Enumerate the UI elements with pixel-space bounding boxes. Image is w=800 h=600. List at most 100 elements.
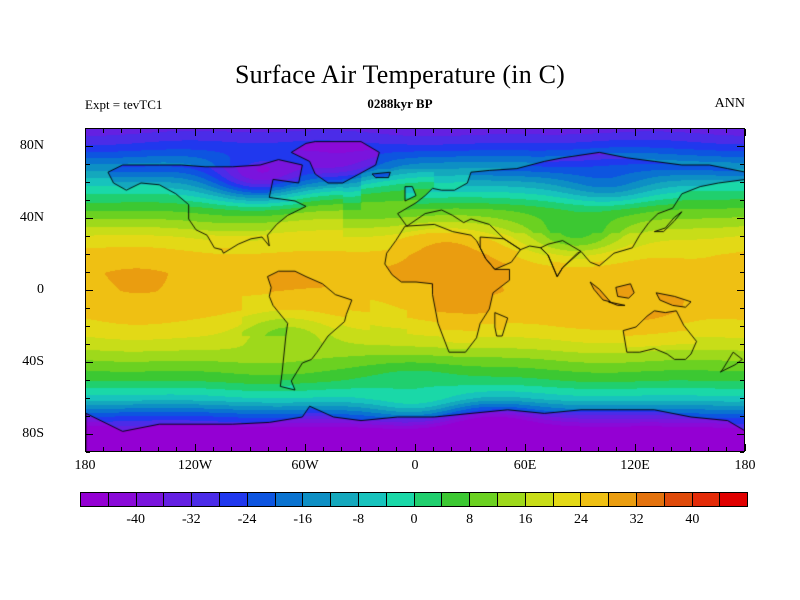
axis-tick bbox=[267, 129, 269, 133]
axis-tick bbox=[737, 145, 744, 147]
axis-tick bbox=[671, 447, 673, 451]
axis-tick bbox=[157, 447, 159, 451]
axis-tick bbox=[396, 129, 398, 133]
axis-tick bbox=[86, 415, 90, 417]
colorbar-swatch bbox=[331, 493, 359, 506]
axis-tick bbox=[740, 325, 744, 327]
temperature-field-canvas bbox=[86, 129, 744, 451]
axis-tick bbox=[84, 444, 86, 451]
colorbar-swatch bbox=[108, 493, 137, 506]
axis-tick bbox=[737, 217, 744, 219]
colorbar-tick-label: 24 bbox=[574, 512, 588, 527]
longitude-tick-label: 180 bbox=[74, 458, 96, 473]
axis-tick bbox=[359, 447, 361, 451]
axis-tick bbox=[740, 271, 744, 273]
colorbar-swatch bbox=[720, 493, 748, 506]
colorbar-swatch bbox=[609, 493, 637, 506]
axis-tick bbox=[579, 129, 581, 133]
axis-tick bbox=[737, 361, 744, 363]
axis-tick bbox=[86, 433, 93, 435]
colorbar-swatch bbox=[553, 493, 582, 506]
colorbar-swatch bbox=[664, 493, 693, 506]
axis-tick bbox=[377, 129, 379, 133]
longitude-tick-label: 120W bbox=[177, 458, 213, 473]
longitude-tick-label: 180 bbox=[734, 458, 756, 473]
latitude-tick-label: 0 bbox=[37, 282, 44, 297]
axis-tick bbox=[634, 444, 636, 451]
axis-tick bbox=[86, 145, 93, 147]
colorbar-tick-label: -16 bbox=[293, 512, 312, 527]
axis-tick bbox=[157, 129, 159, 133]
colorbar-swatch bbox=[581, 493, 610, 506]
axis-tick bbox=[740, 451, 744, 453]
axis-tick bbox=[86, 307, 90, 309]
axis-tick bbox=[377, 447, 379, 451]
axis-tick bbox=[737, 289, 744, 291]
axis-tick bbox=[322, 447, 324, 451]
axis-tick bbox=[359, 129, 361, 133]
axis-tick bbox=[267, 447, 269, 451]
colorbar-swatch bbox=[81, 493, 109, 506]
axis-tick bbox=[740, 415, 744, 417]
axis-tick bbox=[744, 444, 746, 451]
axis-tick bbox=[616, 447, 618, 451]
longitude-tick-label: 0 bbox=[411, 458, 419, 473]
axis-tick bbox=[616, 129, 618, 133]
axis-tick bbox=[740, 181, 744, 183]
axis-tick bbox=[231, 447, 233, 451]
axis-tick bbox=[634, 129, 636, 136]
latitude-tick-label: 80S bbox=[22, 426, 44, 441]
colorbar-swatch bbox=[442, 493, 471, 506]
map-plot-area bbox=[85, 128, 745, 452]
axis-tick bbox=[341, 129, 343, 133]
colorbar-swatch bbox=[275, 493, 304, 506]
axis-tick bbox=[86, 361, 93, 363]
axis-tick bbox=[341, 447, 343, 451]
axis-tick bbox=[139, 447, 141, 451]
axis-tick bbox=[322, 129, 324, 133]
axis-tick bbox=[304, 129, 306, 136]
axis-tick bbox=[652, 129, 654, 133]
colorbar bbox=[80, 492, 748, 507]
axis-tick bbox=[139, 129, 141, 133]
axis-tick bbox=[121, 447, 123, 451]
axis-tick bbox=[86, 325, 90, 327]
axis-tick bbox=[487, 447, 489, 451]
axis-tick bbox=[740, 199, 744, 201]
axis-tick bbox=[506, 129, 508, 133]
colorbar-swatch bbox=[358, 493, 387, 506]
colorbar-tick-label: 40 bbox=[685, 512, 700, 527]
axis-tick bbox=[286, 129, 288, 133]
axis-tick bbox=[744, 129, 746, 136]
axis-tick bbox=[707, 129, 709, 133]
colorbar-swatch bbox=[386, 493, 415, 506]
colorbar-tick-label: 32 bbox=[629, 512, 644, 527]
figure-subtitle: 0288kyr BP bbox=[367, 96, 433, 111]
axis-tick bbox=[579, 447, 581, 451]
colorbar-tick-label: 0 bbox=[410, 512, 418, 527]
axis-tick bbox=[414, 129, 416, 136]
axis-tick bbox=[102, 447, 104, 451]
axis-tick bbox=[212, 447, 214, 451]
axis-tick bbox=[689, 447, 691, 451]
axis-tick bbox=[740, 307, 744, 309]
axis-tick bbox=[561, 447, 563, 451]
axis-tick bbox=[506, 447, 508, 451]
axis-tick bbox=[249, 129, 251, 133]
colorbar-tick-label: -40 bbox=[126, 512, 145, 527]
axis-tick bbox=[194, 444, 196, 451]
axis-tick bbox=[432, 447, 434, 451]
colorbar-tick-label: -8 bbox=[352, 512, 365, 527]
axis-tick bbox=[194, 129, 196, 136]
axis-tick bbox=[86, 397, 90, 399]
axis-tick bbox=[740, 379, 744, 381]
season-label: ANN bbox=[714, 96, 745, 111]
axis-tick bbox=[286, 447, 288, 451]
axis-tick bbox=[726, 129, 728, 133]
axis-tick bbox=[176, 447, 178, 451]
colorbar-tick-label: -24 bbox=[237, 512, 257, 527]
axis-tick bbox=[671, 129, 673, 133]
colorbar-swatch bbox=[303, 493, 332, 506]
axis-tick bbox=[542, 129, 544, 133]
